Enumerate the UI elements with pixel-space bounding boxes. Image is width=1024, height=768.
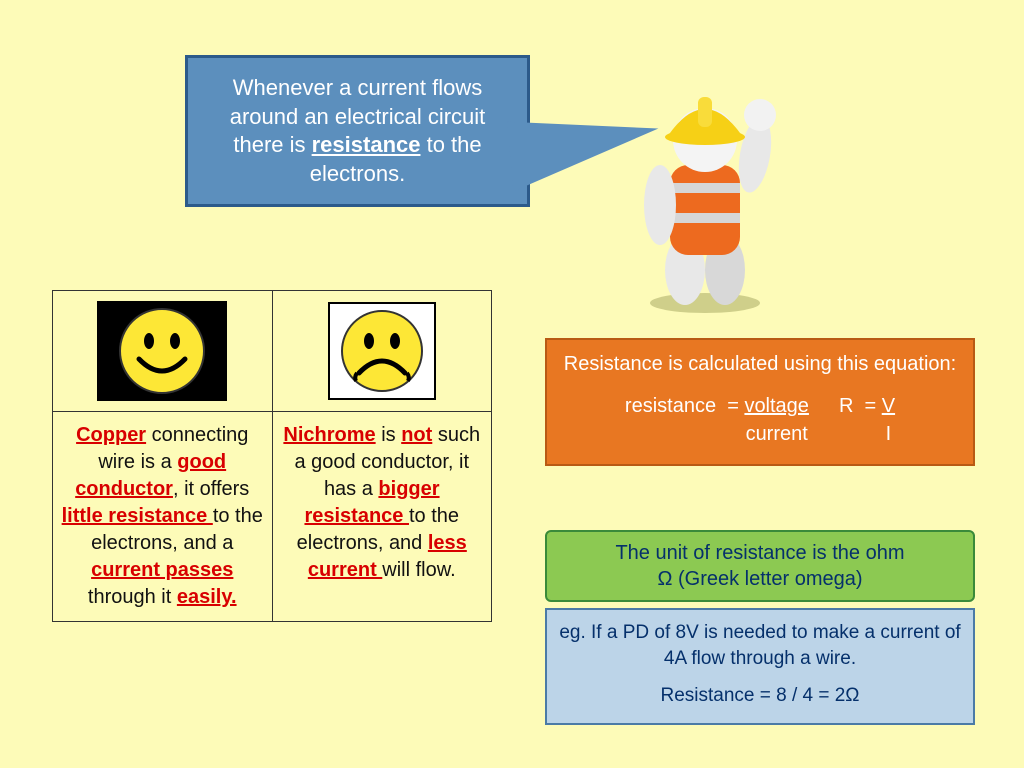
nichrome-description: Nichrome is not such a good conductor, i… (272, 412, 492, 622)
equation-sym-numerator: V (882, 395, 895, 417)
speech-keyword: resistance (312, 132, 421, 157)
copper-word: Copper (76, 424, 146, 446)
example-line2: Resistance = 8 / 4 = 2Ω (660, 685, 859, 706)
unit-line1: The unit of resistance is the ohm (615, 542, 904, 564)
conductor-comparison-table: Copper connecting wire is a good conduct… (52, 290, 492, 622)
example-box: eg. If a PD of 8V is needed to make a cu… (545, 608, 975, 725)
equation-sym-lhs: R = (839, 392, 882, 420)
equation-box: Resistance is calculated using this equa… (545, 338, 975, 466)
speech-callout: Whenever a current flows around an elect… (185, 55, 530, 207)
sad-face-icon (327, 301, 437, 401)
sad-face-cell (272, 291, 492, 412)
equation-word-lhs: resistance = (625, 392, 745, 420)
happy-face-cell (53, 291, 273, 412)
equation-word-numerator: voltage (744, 395, 809, 417)
unit-box: The unit of resistance is the ohm Ω (Gre… (545, 530, 975, 602)
equation-sym-denominator: I (886, 423, 892, 445)
worker-figure (620, 55, 790, 315)
equation-title: Resistance is calculated using this equa… (559, 350, 961, 378)
example-line1: eg. If a PD of 8V is needed to make a cu… (559, 622, 960, 669)
copper-description: Copper connecting wire is a good conduct… (53, 412, 273, 622)
equation-word-denominator: current (746, 423, 808, 445)
nichrome-word: Nichrome (283, 424, 375, 446)
happy-face-icon (97, 301, 227, 401)
unit-line2: Ω (Greek letter omega) (657, 568, 862, 590)
